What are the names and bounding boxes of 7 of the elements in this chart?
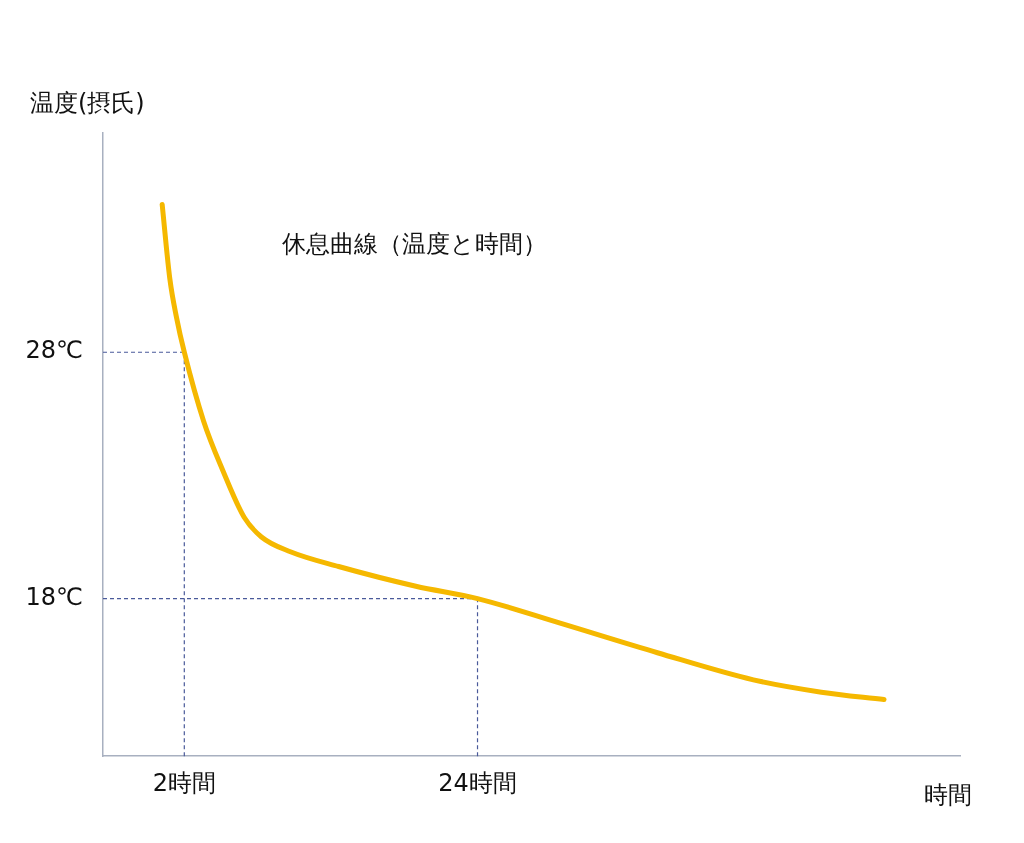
y-tick-label: 18℃ bbox=[25, 582, 83, 611]
x-tick-label: 24時間 bbox=[438, 768, 517, 797]
y-axis-title: 温度(摂氏) bbox=[30, 89, 145, 118]
x-tick-label: 2時間 bbox=[152, 768, 216, 797]
x-axis-title: 時間 bbox=[924, 781, 972, 810]
y-tick-label: 28℃ bbox=[25, 336, 83, 365]
annotation: 休息曲線（温度と時間） bbox=[282, 230, 547, 259]
